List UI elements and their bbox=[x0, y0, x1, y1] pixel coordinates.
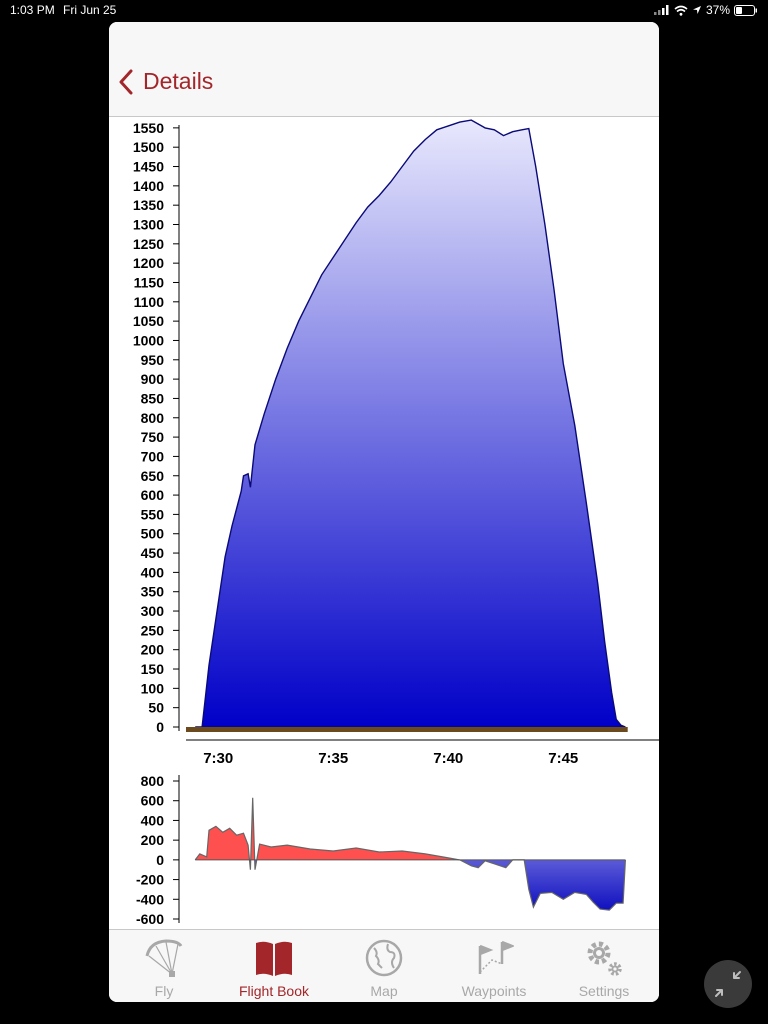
vario-sink-area bbox=[195, 859, 626, 911]
book-icon bbox=[256, 941, 292, 976]
altitude-y-tick-label: 1150 bbox=[134, 274, 165, 290]
collapse-arrows-icon bbox=[715, 971, 741, 997]
altitude-y-tick-label: 400 bbox=[141, 564, 165, 580]
vario-y-tick-label: -200 bbox=[136, 872, 164, 888]
tab-flight-book[interactable]: Flight Book bbox=[219, 936, 329, 1002]
altitude-x-tick-label: 7:40 bbox=[433, 750, 463, 767]
altitude-y-tick-label: 900 bbox=[141, 371, 165, 387]
altitude-y-tick-label: 850 bbox=[141, 390, 165, 406]
tab-fly-label: Fly bbox=[154, 983, 174, 999]
vario-y-tick-label: 600 bbox=[141, 793, 165, 809]
altitude-y-tick-label: 50 bbox=[148, 700, 164, 716]
vario-climb-area bbox=[195, 797, 626, 860]
altitude-y-tick-label: 550 bbox=[141, 506, 165, 522]
ground-level-strip bbox=[186, 727, 628, 732]
altitude-y-tick-label: 800 bbox=[141, 410, 165, 426]
vario-y-tick-label: 400 bbox=[141, 812, 165, 828]
tab-fly[interactable]: Fly bbox=[109, 936, 219, 1002]
battery-icon bbox=[734, 4, 757, 16]
altitude-y-tick-label: 250 bbox=[141, 622, 165, 638]
chevron-left-icon bbox=[119, 69, 133, 94]
vario-y-tick-label: 200 bbox=[141, 832, 165, 848]
back-button[interactable]: Details bbox=[119, 68, 213, 95]
altitude-y-tick-label: 650 bbox=[141, 468, 165, 484]
vario-y-tick-label: -400 bbox=[136, 891, 164, 907]
status-indicators: 37% bbox=[653, 3, 758, 17]
altitude-y-tick-label: 150 bbox=[141, 661, 165, 677]
details-panel: Details 0 50 100 150 200 250 300 350 400 450 500 55… bbox=[109, 22, 659, 1002]
signal-icon bbox=[653, 5, 669, 15]
altitude-y-tick-label: 300 bbox=[141, 603, 165, 619]
altitude-y-tick-label: 1400 bbox=[133, 178, 164, 194]
tab-settings[interactable]: Settings bbox=[549, 936, 659, 1002]
navigation-bar: Details bbox=[109, 22, 659, 117]
altitude-x-tick-label: 7:45 bbox=[548, 750, 578, 767]
waypoint-flags-icon bbox=[478, 940, 514, 974]
vario-y-tick-label: 0 bbox=[156, 852, 164, 868]
wifi-icon bbox=[674, 5, 688, 16]
altitude-y-tick-label: 1200 bbox=[133, 255, 164, 271]
altitude-y-tick-label: 450 bbox=[141, 545, 165, 561]
tab-map-label: Map bbox=[370, 983, 398, 999]
altitude-y-tick-label: 1000 bbox=[133, 332, 164, 348]
altitude-y-tick-label: 1550 bbox=[133, 120, 164, 136]
altitude-y-tick-label: 1350 bbox=[133, 197, 164, 213]
altitude-y-tick-label: 1050 bbox=[133, 313, 164, 329]
status-bar: 1:03 PM Fri Jun 25 37% bbox=[0, 0, 768, 20]
location-icon bbox=[692, 6, 701, 14]
altitude-y-tick-label: 750 bbox=[141, 429, 165, 445]
altitude-x-tick-label: 7:35 bbox=[318, 750, 348, 767]
tab-waypoints[interactable]: Waypoints bbox=[439, 936, 549, 1002]
altitude-series-area bbox=[195, 119, 626, 728]
altitude-y-tick-label: 1450 bbox=[133, 159, 164, 175]
vario-series-line bbox=[194, 797, 626, 911]
altitude-y-tick-label: 1250 bbox=[133, 236, 164, 252]
tab-flight-book-label: Flight Book bbox=[238, 983, 310, 999]
battery-percent: 37% bbox=[705, 3, 730, 17]
altitude-y-tick-label: 1100 bbox=[134, 294, 165, 310]
charts-container: 0 50 100 150 200 250 300 350 400 450 500 550 600 650 7… bbox=[109, 117, 659, 929]
paraglider-icon bbox=[145, 939, 183, 977]
altitude-x-tick-label: 7:30 bbox=[203, 750, 233, 767]
altitude-y-tick-label: 700 bbox=[141, 448, 165, 464]
status-date: Fri Jun 25 bbox=[63, 3, 117, 17]
altitude-y-tick-label: 200 bbox=[141, 642, 165, 658]
tab-bar: Fly Flight Book Map Waypoints bbox=[109, 929, 659, 1002]
status-time: 1:03 PM bbox=[10, 3, 55, 17]
altitude-y-tick-label: 950 bbox=[141, 352, 165, 368]
vario-y-tick-label: 800 bbox=[141, 773, 165, 789]
tab-waypoints-label: Waypoints bbox=[461, 983, 527, 999]
flight-charts: 0 50 100 150 200 250 300 350 400 450 500 550 600 650 7… bbox=[133, 119, 659, 927]
altitude-y-tick-label: 600 bbox=[141, 487, 165, 503]
gear-icon bbox=[587, 941, 622, 976]
back-button-label: Details bbox=[143, 68, 214, 94]
altitude-y-tick-label: 0 bbox=[156, 719, 164, 735]
globe-icon bbox=[365, 939, 403, 977]
altitude-y-tick-label: 350 bbox=[141, 584, 165, 600]
altitude-y-tick-label: 1500 bbox=[133, 139, 164, 155]
altitude-y-tick-label: 500 bbox=[141, 526, 165, 542]
altitude-y-tick-label: 1300 bbox=[133, 217, 164, 233]
tab-settings-label: Settings bbox=[578, 983, 630, 999]
collapse-button[interactable] bbox=[704, 960, 752, 1008]
vario-y-tick-label: -600 bbox=[136, 911, 164, 927]
tab-map[interactable]: Map bbox=[329, 936, 439, 1002]
altitude-y-tick-label: 100 bbox=[141, 680, 165, 696]
